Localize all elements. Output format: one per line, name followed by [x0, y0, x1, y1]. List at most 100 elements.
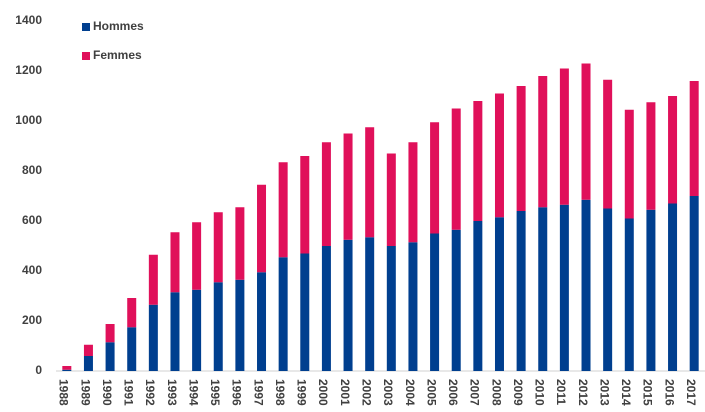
bar-segment [408, 142, 418, 243]
x-tick-label: 1999 [295, 379, 309, 406]
bar-segment [257, 272, 267, 371]
y-tick-label: 1000 [15, 113, 42, 127]
bar-segment [213, 212, 223, 283]
bar-segment [516, 211, 526, 371]
bar-segment [62, 366, 72, 370]
x-tick-label: 2005 [424, 379, 438, 406]
y-tick-label: 1400 [15, 13, 42, 27]
bar-segment [62, 369, 72, 371]
legend-swatch [82, 52, 90, 60]
bar-segment [603, 208, 613, 371]
bar-segment [624, 218, 634, 371]
x-tick-label: 1995 [208, 379, 222, 406]
bar-segment [365, 127, 375, 238]
bar-segment [257, 184, 267, 273]
x-tick-label: 2001 [338, 379, 352, 406]
x-tick-label: 1989 [78, 379, 92, 406]
bar-segment [148, 254, 158, 305]
bar-segment [386, 246, 396, 371]
legend-label: Femmes [93, 48, 142, 62]
bar-segment [105, 324, 115, 343]
bar-segment [321, 246, 331, 371]
bar-segment [646, 209, 656, 371]
legend-swatch [82, 23, 90, 31]
bar-segment [170, 292, 180, 371]
bar-segment [192, 289, 202, 371]
x-tick-label: 1992 [143, 379, 157, 406]
bar-segment [278, 162, 288, 258]
bar-segment [386, 153, 396, 246]
x-tick-label: 2010 [533, 379, 547, 406]
x-tick-label: 2017 [684, 379, 698, 406]
bar-segment [170, 232, 180, 293]
bar-segment [192, 222, 202, 290]
bar-segment [559, 68, 569, 205]
bar-segment [559, 204, 569, 371]
bar-segment [408, 242, 418, 371]
bar-segment [581, 63, 591, 200]
bar-segment [148, 304, 158, 371]
bar-segment [451, 229, 461, 371]
bar-segment [430, 233, 440, 371]
y-tick-label: 400 [22, 263, 42, 277]
legend-label: Hommes [93, 19, 144, 33]
x-tick-label: 1988 [57, 379, 71, 406]
x-tick-label: 2003 [381, 379, 395, 406]
bar-segment [213, 282, 223, 371]
bar-segment [343, 239, 353, 371]
bar-segment [603, 79, 613, 209]
x-tick-label: 2009 [511, 379, 525, 406]
bar-segment [451, 108, 461, 230]
x-tick-label: 1991 [122, 379, 136, 406]
x-tick-label: 2006 [446, 379, 460, 406]
x-tick-label: 1993 [165, 379, 179, 406]
bar-segment [538, 76, 548, 208]
bar-segment [127, 327, 137, 371]
x-tick-label: 2002 [360, 379, 374, 406]
bar-segment [494, 217, 504, 371]
bar-segment [473, 101, 483, 221]
bar-segment [668, 203, 678, 371]
y-tick-label: 200 [22, 313, 42, 327]
bar-segment [494, 93, 504, 218]
bar-segment [83, 344, 93, 356]
bar-segment [581, 199, 591, 371]
bar-segment [321, 142, 331, 246]
x-tick-label: 1994 [186, 379, 200, 406]
bar-segment [300, 156, 310, 254]
x-tick-label: 2012 [576, 379, 590, 406]
x-tick-label: 2004 [403, 379, 417, 406]
y-tick-label: 600 [22, 213, 42, 227]
x-tick-label: 2013 [597, 379, 611, 406]
y-tick-label: 1200 [15, 63, 42, 77]
bar-segment [689, 196, 699, 371]
bar-segment [235, 207, 245, 280]
bar-segment [300, 253, 310, 371]
bar-segment [278, 257, 288, 371]
bar-segment [127, 298, 137, 328]
bar-segment [538, 207, 548, 371]
bar-segment [624, 109, 634, 219]
bar-segment [105, 342, 115, 371]
bar-segment [430, 122, 440, 234]
bar-segment [235, 279, 245, 371]
x-tick-label: 2008 [489, 379, 503, 406]
bar-segment [689, 81, 699, 196]
x-tick-label: 2014 [619, 379, 633, 406]
x-tick-label: 1990 [100, 379, 114, 406]
bar-segment [516, 86, 526, 211]
bar-segment [365, 237, 375, 371]
x-tick-label: 1997 [251, 379, 265, 406]
x-tick-label: 2015 [641, 379, 655, 406]
x-tick-label: 2011 [554, 379, 568, 405]
x-tick-label: 2000 [316, 379, 330, 406]
y-tick-label: 0 [35, 363, 42, 377]
bar-segment [83, 356, 93, 371]
bar-segment [473, 221, 483, 371]
bar-segment [668, 96, 678, 204]
y-tick-label: 800 [22, 163, 42, 177]
bar-segment [646, 102, 656, 210]
bar-segment [343, 133, 353, 240]
x-tick-label: 2007 [468, 379, 482, 406]
